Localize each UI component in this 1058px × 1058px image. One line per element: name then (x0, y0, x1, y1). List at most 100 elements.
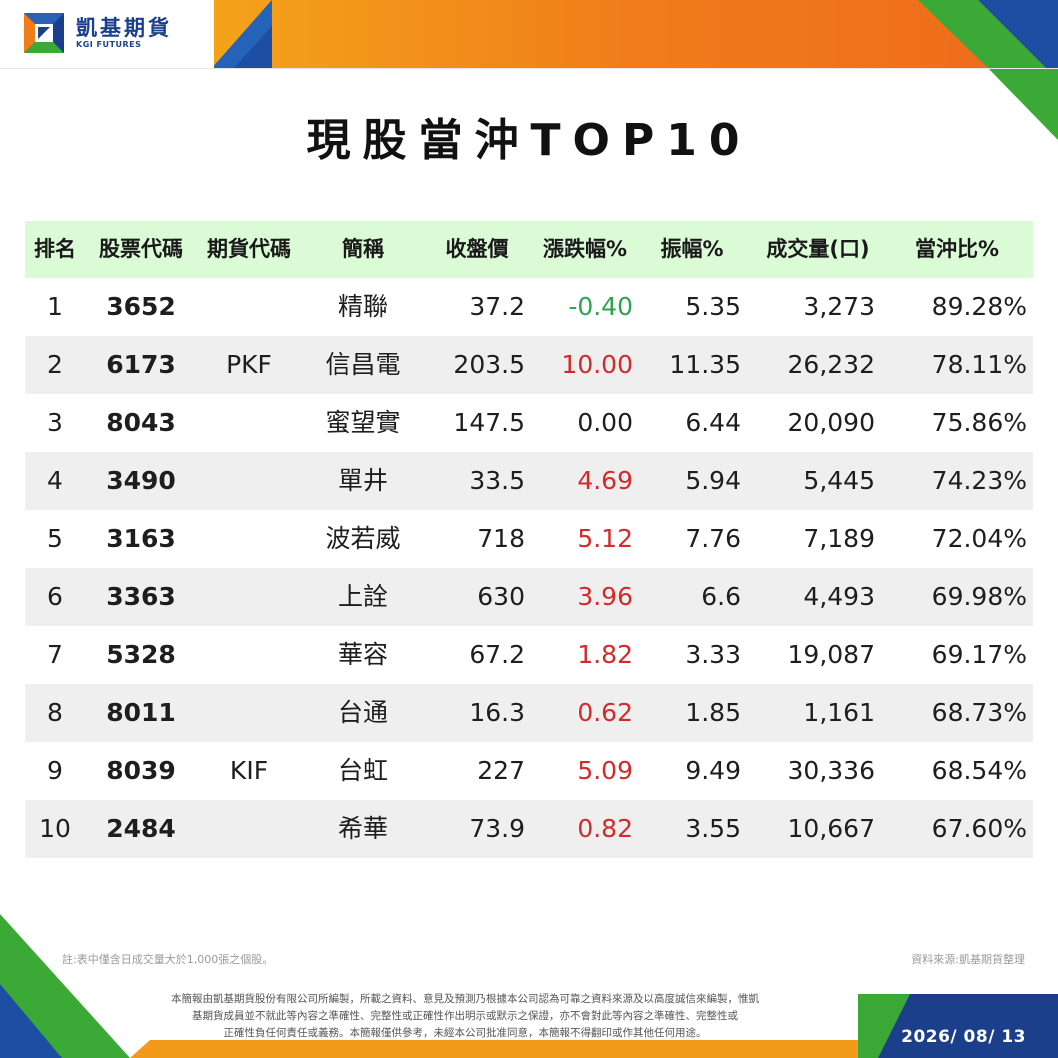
cell-daytrade-ratio: 69.98% (931, 582, 1027, 611)
cell-amplitude: 9.49 (685, 756, 741, 785)
cell-volume: 30,336 (787, 756, 875, 785)
cell-daytrade-ratio: 67.60% (931, 814, 1027, 843)
cell-futures-code (199, 452, 299, 510)
cell-rank: 6 (47, 582, 63, 611)
cell-volume: 26,232 (787, 350, 875, 379)
cell-rank: 1 (47, 292, 63, 321)
cell-futures-code (199, 800, 299, 858)
cell-amplitude: 3.55 (685, 814, 741, 843)
cell-volume: 1,161 (803, 698, 875, 727)
table-row: 7 5328 華容 67.2 1.82 3.33 19,087 69.17% (25, 626, 1033, 684)
cell-change-pct: 5.09 (577, 756, 633, 785)
cell-daytrade-ratio: 68.73% (931, 698, 1027, 727)
cell-stock-code: 8039 (106, 756, 176, 785)
cell-rank: 8 (47, 698, 63, 727)
cell-rank: 4 (47, 466, 63, 495)
cell-change-pct: 5.12 (577, 524, 633, 553)
cell-amplitude: 5.35 (685, 292, 741, 321)
cell-daytrade-ratio: 72.04% (931, 524, 1027, 553)
cell-futures-code (199, 568, 299, 626)
cell-change-pct: 1.82 (577, 640, 633, 669)
cell-rank: 7 (47, 640, 63, 669)
table-row: 5 3163 波若威 718 5.12 7.76 7,189 72.04% (25, 510, 1033, 568)
cell-name: 上詮 (337, 582, 388, 611)
header-divider (0, 68, 1058, 69)
cell-amplitude: 7.76 (685, 524, 741, 553)
cell-name: 精聯 (337, 292, 388, 321)
table-header-row: 排名 股票代碼 期貨代碼 簡稱 收盤價 漲跌幅% 振幅% 成交量(口) 當沖比% (25, 221, 1033, 278)
cell-stock-code: 3652 (106, 292, 176, 321)
cell-stock-code: 3363 (106, 582, 176, 611)
cell-amplitude: 11.35 (669, 350, 741, 379)
cell-name: 信昌電 (325, 350, 401, 379)
cell-stock-code: 3163 (106, 524, 176, 553)
cell-name: 蜜望實 (325, 408, 401, 437)
cell-volume: 7,189 (803, 524, 875, 553)
cell-futures-code (199, 278, 299, 336)
cell-close: 67.2 (469, 640, 525, 669)
report-date: 2026/ 08/ 13 (901, 1027, 1026, 1047)
cell-rank: 3 (47, 408, 63, 437)
cell-change-pct: 3.96 (577, 582, 633, 611)
cell-futures-code: PKF (226, 350, 272, 379)
cell-amplitude: 6.44 (685, 408, 741, 437)
header-close: 收盤價 (445, 237, 509, 261)
header-daytrade-ratio: 當沖比% (914, 237, 1000, 261)
brand-name-en: KGI FUTURES (76, 40, 142, 49)
cell-rank: 9 (47, 756, 63, 785)
table-row: 8 8011 台通 16.3 0.62 1.85 1,161 68.73% (25, 684, 1033, 742)
cell-daytrade-ratio: 78.11% (931, 350, 1027, 379)
header-corner-decoration (918, 0, 1058, 140)
logo: 凱基期貨 KGI FUTURES (0, 0, 214, 68)
header-banner: 凱基期貨 KGI FUTURES (0, 0, 1058, 68)
cell-change-pct: 10.00 (561, 350, 633, 379)
cell-close: 37.2 (469, 292, 525, 321)
cell-close: 33.5 (469, 466, 525, 495)
cell-amplitude: 3.33 (685, 640, 741, 669)
header-change-pct: 漲跌幅% (542, 237, 628, 261)
cell-stock-code: 5328 (106, 640, 176, 669)
cell-change-pct: 0.82 (577, 814, 633, 843)
cell-volume: 5,445 (803, 466, 875, 495)
header-futures-code: 期貨代碼 (207, 237, 291, 261)
header-stock-code: 股票代碼 (99, 237, 183, 261)
cell-volume: 20,090 (787, 408, 875, 437)
cell-volume: 4,493 (803, 582, 875, 611)
header-volume: 成交量(口) (766, 237, 870, 261)
cell-daytrade-ratio: 75.86% (931, 408, 1027, 437)
cell-name: 波若威 (325, 524, 401, 553)
cell-stock-code: 6173 (106, 350, 176, 379)
cell-volume: 19,087 (787, 640, 875, 669)
disclaimer: 本簡報由凱基期貨股份有限公司所編製，所載之資料、意見及預測乃根據本公司認為可靠之… (80, 991, 850, 1042)
cell-amplitude: 1.85 (685, 698, 741, 727)
cell-change-pct: 4.69 (577, 466, 633, 495)
table-row: 9 8039 KIF 台虹 227 5.09 9.49 30,336 68.54% (25, 742, 1033, 800)
cell-close: 147.5 (453, 408, 525, 437)
cell-daytrade-ratio: 74.23% (931, 466, 1027, 495)
cell-name: 台虹 (337, 756, 388, 785)
cell-close: 718 (477, 524, 525, 553)
footer-decoration (0, 914, 1058, 1058)
cell-futures-code (199, 510, 299, 568)
cell-futures-code (199, 626, 299, 684)
footnote: 註:表中僅含日成交量大於1,000張之個股。 (62, 953, 274, 966)
cell-amplitude: 6.6 (701, 582, 741, 611)
data-source-note: 資料來源:凱基期貨整理 (911, 953, 1025, 966)
cell-close: 630 (477, 582, 525, 611)
cell-change-pct: 0.62 (577, 698, 633, 727)
table-row: 4 3490 單井 33.5 4.69 5.94 5,445 74.23% (25, 452, 1033, 510)
disclaimer-line: 基期貨成員並不就此等內容之準確性、完整性或正確性作出明示或默示之保證，亦不會對此… (192, 1010, 738, 1022)
cell-name: 單井 (337, 466, 388, 495)
daytrade-table: 排名 股票代碼 期貨代碼 簡稱 收盤價 漲跌幅% 振幅% 成交量(口) 當沖比%… (25, 221, 1033, 858)
header-blue-stripe (212, 0, 272, 68)
cell-futures-code: KIF (229, 756, 269, 785)
cell-daytrade-ratio: 68.54% (931, 756, 1027, 785)
kgi-logo-icon (24, 13, 64, 53)
cell-close: 227 (477, 756, 525, 785)
cell-stock-code: 8043 (106, 408, 176, 437)
cell-futures-code (199, 684, 299, 742)
cell-name: 華容 (337, 640, 388, 669)
header-rank: 排名 (34, 237, 76, 261)
cell-rank: 10 (39, 814, 71, 843)
cell-change-pct: 0.00 (577, 408, 633, 437)
